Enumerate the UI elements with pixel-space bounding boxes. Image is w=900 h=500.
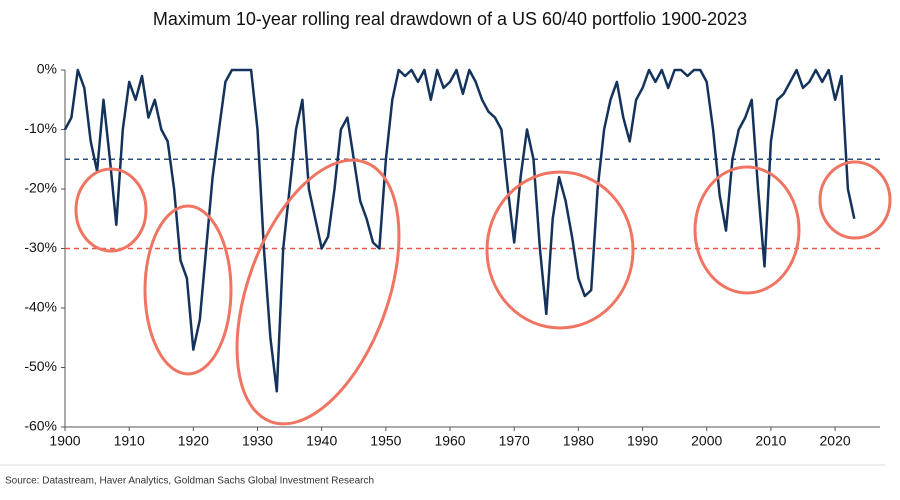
data-line <box>63 68 856 393</box>
x-tick-label: 1990 <box>627 433 658 449</box>
x-tick-label: 1980 <box>563 433 594 449</box>
y-tick-label: -20% <box>24 180 57 196</box>
y-tick-label: -60% <box>24 418 57 434</box>
x-tick-label: 2000 <box>691 433 722 449</box>
x-tick-label: 1930 <box>242 433 273 449</box>
x-tick-label: 1970 <box>499 433 530 449</box>
annotation-circles <box>74 158 892 426</box>
circle <box>143 204 233 376</box>
x-tick-label: 1920 <box>178 433 209 449</box>
x-tick-label: 2010 <box>755 433 786 449</box>
x-tick-label: 2020 <box>820 433 851 449</box>
circle <box>818 160 892 240</box>
x-tick-label: 1910 <box>114 433 145 449</box>
circle <box>485 170 635 330</box>
x-tick-label: 1940 <box>306 433 337 449</box>
circle <box>235 158 401 426</box>
y-tick-label: -50% <box>24 358 57 374</box>
x-tick-label: 1950 <box>370 433 401 449</box>
y-tick-label: -40% <box>24 299 57 315</box>
circle <box>74 167 148 253</box>
source-note: Source: Datastream, Haver Analytics, Gol… <box>5 476 374 487</box>
chart-title: Maximum 10-year rolling real drawdown of… <box>153 9 747 29</box>
x-tick-label: 1960 <box>434 433 465 449</box>
x-tick-label: 1900 <box>49 433 80 449</box>
y-tick-label: -30% <box>24 239 57 255</box>
y-tick-label: 0% <box>37 61 57 77</box>
circle <box>693 165 801 295</box>
y-tick-label: -10% <box>24 120 57 136</box>
